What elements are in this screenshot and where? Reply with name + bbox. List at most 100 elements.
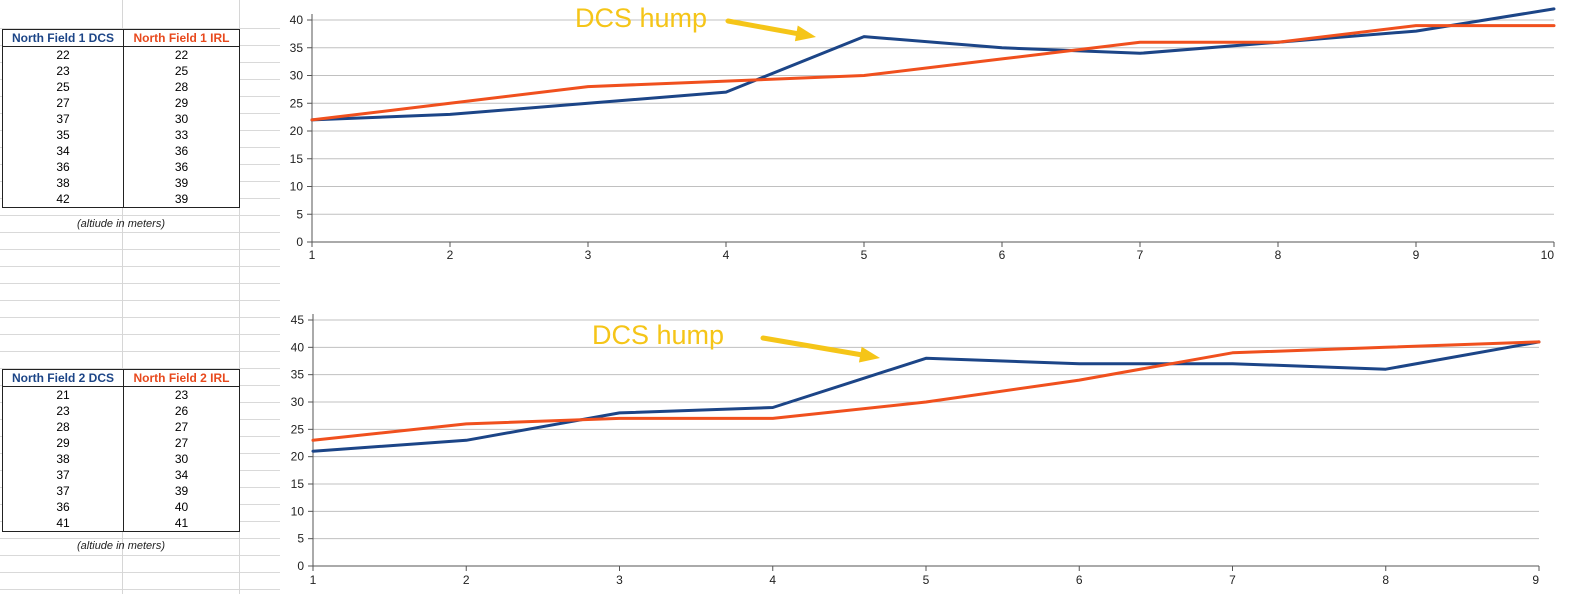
header-north-field-1-dcs[interactable]: North Field 1 DCS — [2, 29, 124, 47]
irl-altitude-cell[interactable]: 36 — [174, 160, 189, 174]
table-row: 23 26 — [2, 403, 240, 419]
irl-altitude-cell[interactable]: 25 — [174, 64, 189, 78]
header-north-field-2-dcs[interactable]: North Field 2 DCS — [2, 369, 124, 387]
irl-series-line[interactable] — [311, 340, 1541, 442]
y-tick-label: 35 — [290, 41, 304, 55]
irl-altitude-cell[interactable]: 23 — [174, 388, 189, 402]
y-tick-label: 5 — [297, 532, 304, 546]
north-field-1-chart: 0 5 10 15 20 25 30 35 40 1 2 3 4 5 6 7 8 9 10 DCS hump — [290, 3, 1556, 262]
altitude-note-2: (altiude in meters) — [76, 540, 166, 552]
y-tick-label: 30 — [291, 395, 305, 409]
x-tick-label: 5 — [861, 248, 868, 262]
north-field-2-table-body: 21 23 23 26 28 27 29 27 38 30 37 34 37 39 36 40 41 41 — [2, 386, 240, 532]
y-tick-label: 20 — [290, 124, 304, 138]
x-tick-label: 10 — [1541, 248, 1555, 262]
dcs-series-line[interactable] — [310, 7, 1556, 122]
irl-altitude-cell[interactable]: 40 — [174, 500, 189, 514]
table-row: 41 41 — [2, 515, 240, 532]
y-tick-label: 5 — [296, 207, 303, 221]
x-tick-label: 7 — [1229, 573, 1236, 587]
x-tick-label: 8 — [1275, 248, 1282, 262]
dcs-altitude-cell[interactable]: 22 — [2, 46, 124, 63]
dcs-altitude-cell[interactable]: 25 — [2, 79, 124, 95]
x-tick-label: 9 — [1413, 248, 1420, 262]
table-header-row: North Field 1 DCS North Field 1 IRL — [2, 29, 240, 47]
table-row: 29 27 — [2, 435, 240, 451]
x-tick-label: 6 — [1076, 573, 1083, 587]
irl-altitude-cell[interactable]: 27 — [174, 420, 189, 434]
irl-altitude-cell[interactable]: 22 — [174, 48, 189, 62]
dcs-altitude-cell[interactable]: 37 — [2, 483, 124, 499]
header-north-field-2-irl[interactable]: North Field 2 IRL — [133, 371, 230, 385]
dcs-altitude-cell[interactable]: 35 — [2, 127, 124, 143]
dcs-altitude-cell[interactable]: 38 — [2, 451, 124, 467]
table-row: 21 23 — [2, 386, 240, 403]
dcs-altitude-cell[interactable]: 41 — [2, 515, 124, 532]
dcs-altitude-cell[interactable]: 38 — [2, 175, 124, 191]
x-tick-label: 6 — [999, 248, 1006, 262]
x-tick-label: 1 — [310, 573, 317, 587]
irl-altitude-cell[interactable]: 29 — [174, 96, 189, 110]
table-row: 22 22 — [2, 46, 240, 63]
dcs-altitude-cell[interactable]: 37 — [2, 111, 124, 127]
y-tick-label: 25 — [291, 422, 305, 436]
north-field-1-table: North Field 1 DCS North Field 1 IRL 22 22… — [2, 29, 240, 208]
dcs-altitude-cell[interactable]: 27 — [2, 95, 124, 111]
header-north-field-1-irl[interactable]: North Field 1 IRL — [133, 31, 230, 45]
irl-altitude-cell[interactable]: 27 — [174, 436, 189, 450]
y-tick-label: 10 — [291, 504, 305, 518]
irl-altitude-cell[interactable]: 41 — [174, 516, 189, 530]
dcs-altitude-cell[interactable]: 21 — [2, 386, 124, 403]
x-tick-label: 2 — [447, 248, 454, 262]
x-tick-label: 8 — [1382, 573, 1389, 587]
irl-altitude-cell[interactable]: 28 — [174, 80, 189, 94]
irl-altitude-cell[interactable]: 30 — [174, 112, 189, 126]
north-field-1-table-body: 22 22 23 25 25 28 27 29 37 30 35 33 34 36 36 36 38 39 42 39 — [2, 46, 240, 208]
y-tick-label: 25 — [290, 96, 304, 110]
table-row: 25 28 — [2, 79, 240, 95]
irl-altitude-cell[interactable]: 39 — [174, 176, 189, 190]
table-row: 37 39 — [2, 483, 240, 499]
dcs-altitude-cell[interactable]: 36 — [2, 499, 124, 515]
dcs-altitude-cell[interactable]: 34 — [2, 143, 124, 159]
x-tick-label: 2 — [463, 573, 470, 587]
north-field-2-table: North Field 2 DCS North Field 2 IRL 21 23… — [2, 369, 240, 532]
dcs-altitude-cell[interactable]: 36 — [2, 159, 124, 175]
irl-altitude-cell[interactable]: 36 — [174, 144, 189, 158]
irl-series-line[interactable] — [310, 24, 1556, 122]
dcs-altitude-cell[interactable]: 28 — [2, 419, 124, 435]
x-tick-label: 7 — [1137, 248, 1144, 262]
irl-altitude-cell[interactable]: 39 — [174, 484, 189, 498]
y-tick-label: 40 — [290, 13, 304, 27]
irl-altitude-cell[interactable]: 33 — [174, 128, 189, 142]
table-row: 27 29 — [2, 95, 240, 111]
table-row: 37 30 — [2, 111, 240, 127]
table-row: 36 36 — [2, 159, 240, 175]
annotation-arrow-head — [858, 346, 880, 363]
table-row: 28 27 — [2, 419, 240, 435]
y-tick-label: 0 — [297, 559, 304, 573]
irl-altitude-cell[interactable]: 30 — [174, 452, 189, 466]
x-tick-label: 4 — [769, 573, 776, 587]
dcs-altitude-cell[interactable]: 42 — [2, 191, 124, 208]
table-row: 42 39 — [2, 191, 240, 208]
dcs-altitude-cell[interactable]: 29 — [2, 435, 124, 451]
dcs-altitude-cell[interactable]: 37 — [2, 467, 124, 483]
x-tick-label: 1 — [309, 248, 316, 262]
irl-altitude-cell[interactable]: 26 — [174, 404, 189, 418]
dcs-altitude-cell[interactable]: 23 — [2, 403, 124, 419]
y-tick-label: 10 — [290, 180, 304, 194]
table-row: 36 40 — [2, 499, 240, 515]
irl-altitude-cell[interactable]: 34 — [174, 468, 189, 482]
x-tick-label: 9 — [1532, 573, 1539, 587]
y-tick-label: 30 — [290, 69, 304, 83]
dcs-altitude-cell[interactable]: 23 — [2, 63, 124, 79]
dcs-series-line[interactable] — [311, 340, 1541, 453]
table-row: 34 36 — [2, 143, 240, 159]
x-tick-label: 3 — [616, 573, 623, 587]
table-header-row: North Field 2 DCS North Field 2 IRL — [2, 369, 240, 387]
spreadsheet-panel: North Field 1 DCS North Field 1 IRL 22 22… — [0, 0, 280, 594]
altitude-note-1: (altiude in meters) — [76, 218, 166, 230]
x-tick-label: 3 — [585, 248, 592, 262]
irl-altitude-cell[interactable]: 39 — [174, 192, 189, 206]
